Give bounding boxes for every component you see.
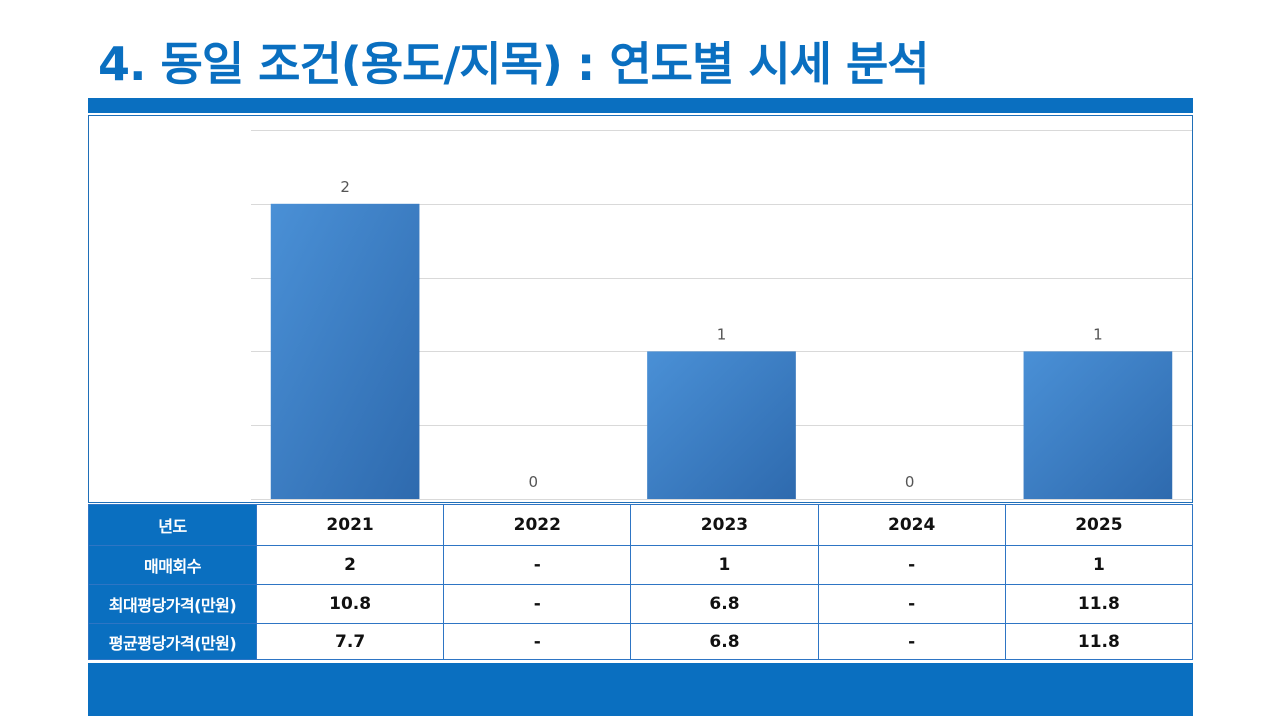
data-label-2023: 1: [717, 325, 727, 343]
table-cell: 6.8: [630, 584, 819, 624]
bar-chart: 2 0 1 0 1: [251, 130, 1192, 500]
table-cell: -: [443, 545, 632, 585]
row-header: 최대평당가격(만원): [88, 584, 257, 624]
table-cell: 2: [255, 545, 445, 585]
table-cell: -: [443, 584, 632, 624]
bar-2021: [270, 203, 420, 500]
table-cell: 10.8: [255, 584, 445, 624]
bar-2023: [647, 351, 796, 499]
data-label-2024: 0: [905, 473, 915, 491]
yearly-price-table: 년도 2021 2022 2023 2024 2025 매매회수 2-1-1 최대평당가격(만원…: [88, 504, 1194, 660]
table-row: 최대평당가격(만원) 10.8-6.8-11.8: [88, 584, 1194, 624]
table-cell: 2023: [630, 504, 819, 546]
bar-2025: [1023, 351, 1173, 499]
table-cell: 2022: [443, 504, 632, 546]
data-labels: 2 0 1 0 1: [340, 178, 1102, 491]
table-cell: 2021: [255, 504, 445, 546]
table-cell: 2024: [817, 504, 1006, 546]
table-cell: 2025: [1004, 504, 1194, 546]
table-cell: 7.7: [255, 623, 445, 660]
table-cell: 1: [1004, 545, 1194, 585]
table-cell: 6.8: [630, 623, 819, 660]
footer-bar: [88, 663, 1193, 716]
table-row: 평균평당가격(만원) 7.7-6.8-11.8: [88, 623, 1194, 660]
title-underline-bar: [88, 98, 1193, 113]
data-label-2021: 2: [340, 178, 350, 196]
table-cell: 1: [630, 545, 819, 585]
table-cell: -: [443, 623, 632, 660]
row-header: 매매회수: [88, 545, 257, 585]
table-cell: 11.8: [1004, 623, 1194, 660]
table-row: 매매회수 2-1-1: [88, 545, 1194, 585]
table-cell: -: [817, 623, 1006, 660]
slide-title: 4. 동일 조건(용도/지목) : 연도별 시세 분석: [98, 37, 930, 91]
table-row: 년도 2021 2022 2023 2024 2025: [88, 504, 1194, 546]
data-label-2025: 1: [1093, 325, 1103, 343]
table-cell: -: [817, 584, 1006, 624]
data-label-2022: 0: [529, 473, 539, 491]
chart-frame: 2 0 1 0 1: [88, 115, 1193, 503]
row-header: 년도: [88, 504, 257, 546]
table-cell: 11.8: [1004, 584, 1194, 624]
table-cell: -: [817, 545, 1006, 585]
row-header: 평균평당가격(만원): [88, 623, 257, 660]
bars: [270, 203, 1173, 500]
